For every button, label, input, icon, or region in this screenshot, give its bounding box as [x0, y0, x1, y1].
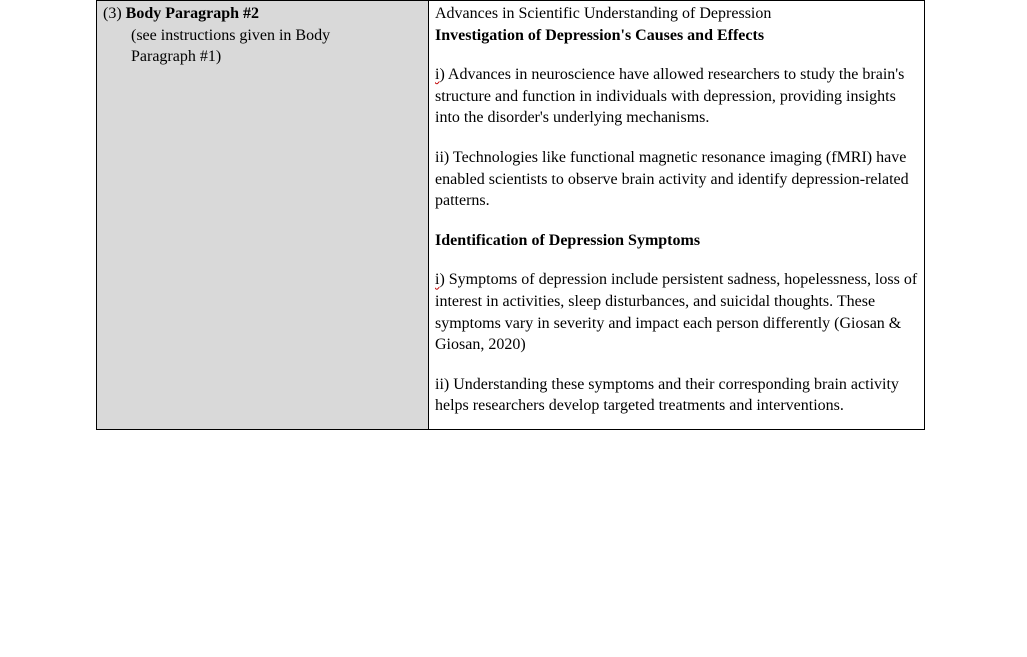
section-content-cell: Advances in Scientific Understanding of …	[429, 1, 925, 430]
blank-line	[435, 129, 918, 147]
h2-point-i: i) Symptoms of depression include persis…	[435, 269, 918, 355]
subheading-1: Investigation of Depression's Causes and…	[435, 25, 918, 47]
h1-point-i: i) Advances in neuroscience have allowed…	[435, 64, 918, 129]
section-label-cell: (3) Body Paragraph #2 (see instructions …	[97, 1, 429, 430]
blank-line	[435, 356, 918, 374]
page: (3) Body Paragraph #2 (see instructions …	[0, 0, 1027, 657]
blank-line	[435, 251, 918, 269]
table-row: (3) Body Paragraph #2 (see instructions …	[97, 1, 925, 430]
h1-point-ii: ii) Technologies like functional magneti…	[435, 147, 918, 212]
h2-point-ii: ii) Understanding these symptoms and the…	[435, 374, 918, 417]
blank-line	[435, 46, 918, 64]
h2-point-i-text: ) Symptoms of depression include persist…	[435, 271, 917, 353]
section-note-line2: Paragraph #1)	[103, 46, 422, 68]
section-title: Body Paragraph #2	[126, 5, 259, 22]
h1-point-i-text: ) Advances in neuroscience have allowed …	[435, 66, 904, 126]
section-marker: (3)	[103, 5, 122, 22]
section-title-line: (3) Body Paragraph #2	[103, 3, 422, 25]
subheading-2: Identification of Depression Symptoms	[435, 230, 918, 252]
blank-line	[435, 212, 918, 230]
intro-text: Advances in Scientific Understanding of …	[435, 3, 918, 25]
outline-table: (3) Body Paragraph #2 (see instructions …	[96, 0, 925, 430]
section-note-line1: (see instructions given in Body	[103, 25, 422, 47]
